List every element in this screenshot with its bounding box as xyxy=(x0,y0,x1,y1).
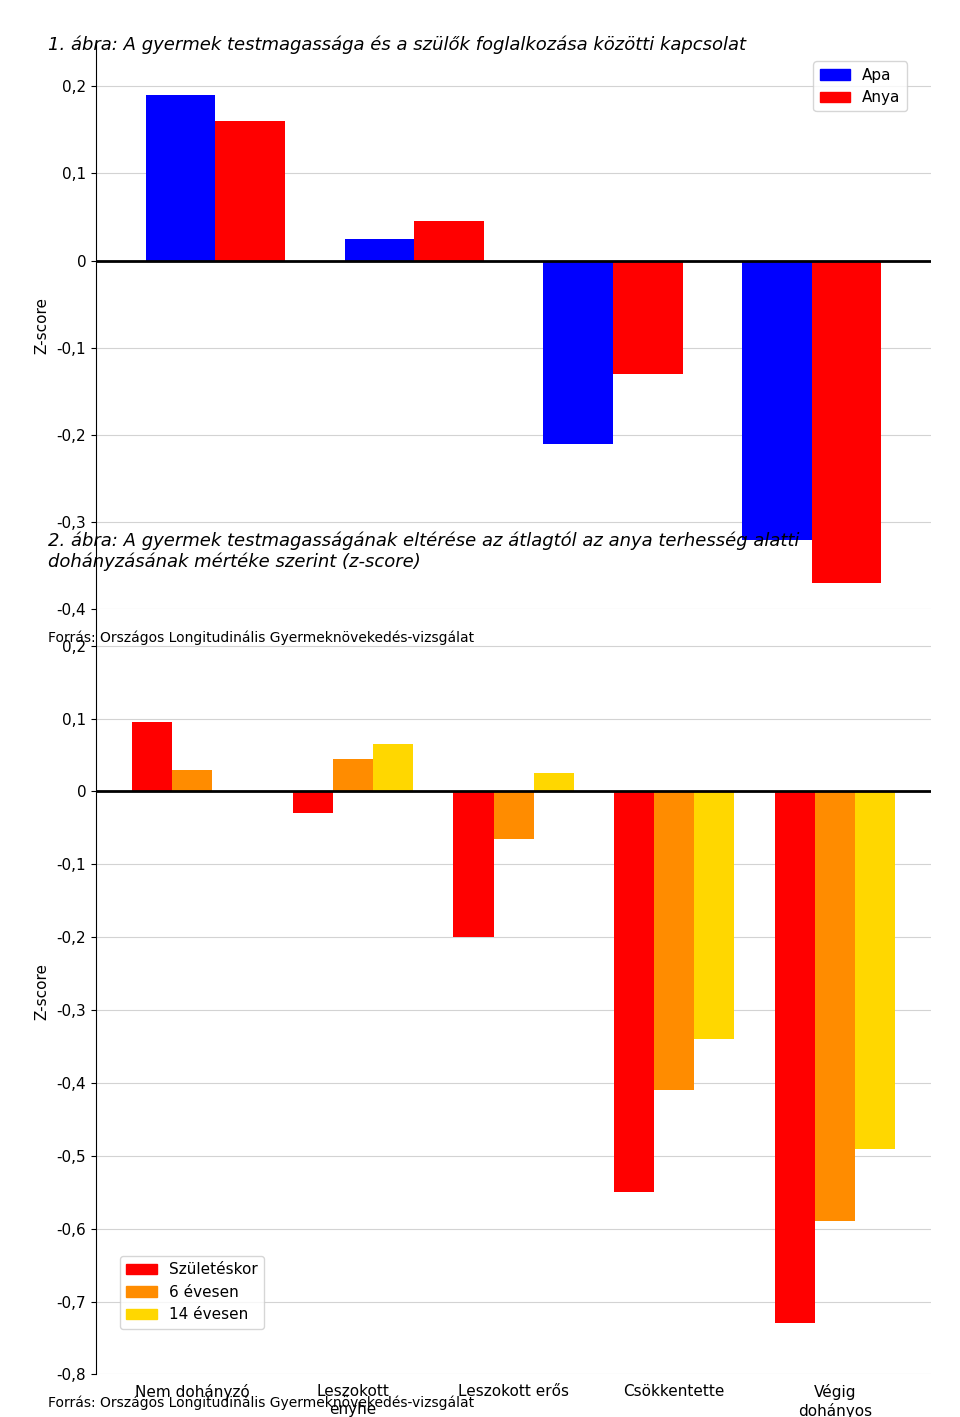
Bar xyxy=(345,238,414,261)
Bar xyxy=(333,758,373,792)
Bar xyxy=(534,774,574,792)
Text: 2. ábra: A gyermek testmagasságának eltérése az átlagtól az anya terhesség alatt: 2. ábra: A gyermek testmagasságának elté… xyxy=(48,531,800,571)
Bar xyxy=(775,792,815,1323)
Legend: Apa, Anya: Apa, Anya xyxy=(813,61,907,112)
Bar xyxy=(654,792,694,1090)
Text: Forrás: Országos Longitudinális Gyermeknövekedés-vizsgálat: Forrás: Országos Longitudinális Gyermekn… xyxy=(48,1396,474,1410)
Bar xyxy=(453,792,493,937)
Y-axis label: Z-score: Z-score xyxy=(35,298,50,354)
Bar xyxy=(543,261,613,444)
Bar xyxy=(414,221,484,261)
Bar xyxy=(132,723,172,792)
Bar xyxy=(293,792,333,813)
Bar xyxy=(493,792,534,839)
Bar xyxy=(172,769,212,792)
Bar xyxy=(855,792,895,1149)
Bar xyxy=(373,744,413,792)
Bar xyxy=(812,261,881,584)
Bar xyxy=(614,792,654,1192)
Bar xyxy=(613,261,683,374)
Y-axis label: Z-score: Z-score xyxy=(35,964,50,1020)
Bar xyxy=(815,792,855,1221)
Bar xyxy=(742,261,812,540)
Bar xyxy=(215,120,285,261)
Bar xyxy=(146,95,215,261)
Text: 1. ábra: A gyermek testmagassága és a szülők foglalkozása közötti kapcsolat: 1. ábra: A gyermek testmagassága és a sz… xyxy=(48,35,746,54)
Legend: Születéskor, 6 évesen, 14 évesen: Születéskor, 6 évesen, 14 évesen xyxy=(120,1255,264,1329)
Bar xyxy=(694,792,734,1039)
Text: Forrás: Országos Longitudinális Gyermeknövekedés-vizsgálat: Forrás: Országos Longitudinális Gyermekn… xyxy=(48,631,474,645)
